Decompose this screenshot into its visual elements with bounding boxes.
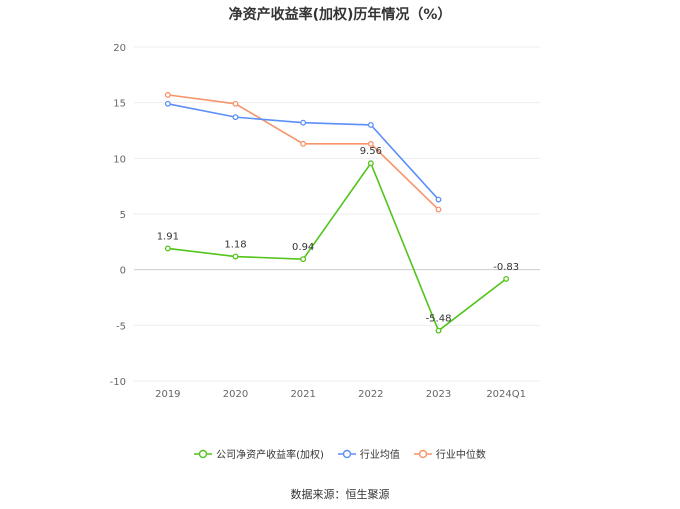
data-point [300, 119, 307, 126]
chart-title: 净资产收益率(加权)历年情况（%） [228, 7, 452, 23]
x-tick-label: 2019 [155, 389, 180, 400]
data-point [164, 91, 171, 98]
y-tick-label: 10 [113, 154, 126, 165]
y-tick-label: -10 [110, 377, 126, 388]
x-tick-label: 2023 [426, 389, 451, 400]
data-point [367, 140, 374, 147]
data-point [435, 206, 442, 213]
legend-item[interactable]: 公司净资产收益率(加权) [194, 446, 324, 461]
x-tick-label: 2020 [223, 389, 248, 400]
data-point [300, 140, 307, 147]
series-line [167, 161, 507, 332]
x-tick-label: 2022 [358, 389, 383, 400]
data-point [435, 327, 442, 334]
legend-label: 行业均值 [359, 450, 400, 461]
y-tick-label: 20 [113, 43, 126, 54]
data-label: 9.56 [360, 146, 382, 157]
data-point [164, 245, 171, 252]
data-label: -5.48 [426, 314, 452, 325]
data-point [300, 256, 307, 263]
legend-item[interactable]: 行业均值 [337, 446, 400, 461]
data-point [503, 275, 510, 282]
x-tick-label: 2021 [290, 389, 315, 400]
legend-label: 行业中位数 [435, 450, 486, 461]
x-tick-label: 2024Q1 [486, 389, 526, 400]
data-point [232, 100, 239, 107]
legend-swatch [194, 449, 213, 458]
data-point [435, 196, 442, 203]
data-point [164, 100, 171, 107]
data-label: 1.91 [157, 231, 179, 242]
y-tick-label: 15 [113, 99, 126, 110]
data-label: 1.18 [224, 240, 246, 251]
legend-label: 公司净资产收益率(加权) [216, 450, 324, 461]
data-point [367, 160, 374, 167]
y-tick-label: 0 [120, 266, 126, 277]
data-source: 数据来源：恒生聚源 [290, 488, 390, 501]
data-point [367, 121, 374, 128]
data-point [232, 114, 239, 121]
legend: 公司净资产收益率(加权) 行业均值 行业中位数 [0, 446, 680, 461]
y-tick-label: -5 [116, 321, 126, 332]
legend-item[interactable]: 行业中位数 [413, 446, 486, 461]
y-tick-label: 5 [120, 210, 126, 221]
series-line [167, 102, 440, 201]
data-label: 0.94 [292, 242, 314, 253]
legend-swatch [413, 449, 432, 458]
data-point [232, 253, 239, 260]
legend-swatch [337, 449, 356, 458]
data-label: -0.83 [493, 262, 519, 273]
